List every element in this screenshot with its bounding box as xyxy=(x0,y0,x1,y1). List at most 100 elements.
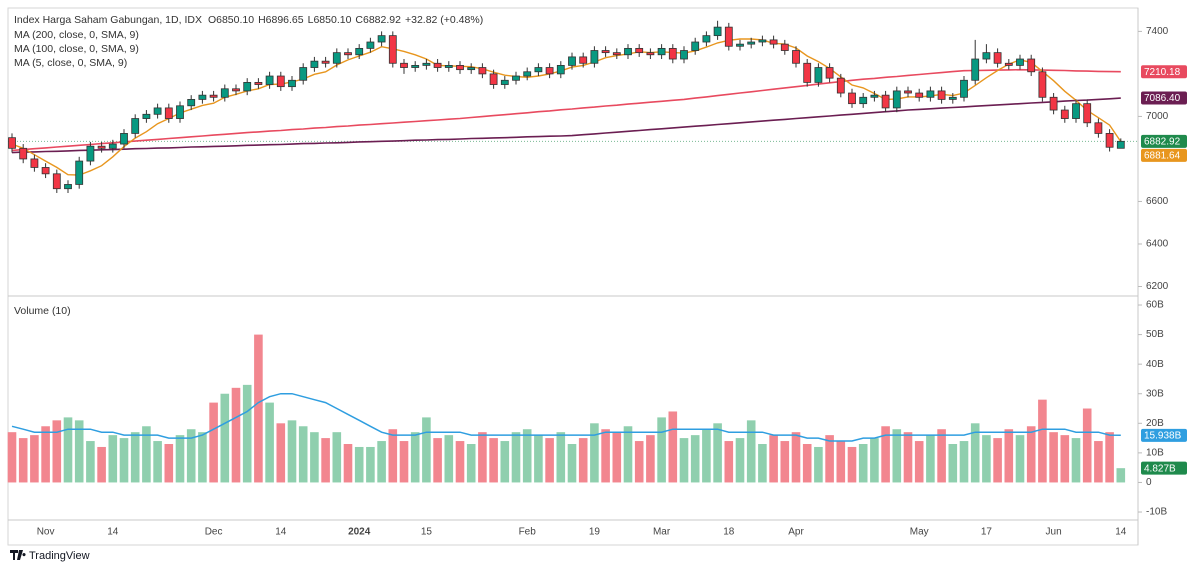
volume-bar xyxy=(119,438,129,483)
candle-body xyxy=(276,75,285,88)
candle-body xyxy=(400,62,408,68)
volume-bar xyxy=(914,441,924,483)
volume-bar xyxy=(578,438,588,483)
price-tag-bg xyxy=(1141,148,1187,162)
legend-entry[interactable]: MA (200, close, 0, SMA, 9) xyxy=(14,29,139,41)
volume-tag-label: 15.938B xyxy=(1144,430,1182,441)
volume-bar xyxy=(623,426,633,483)
volume-bar xyxy=(892,429,902,483)
volume-bar xyxy=(377,441,386,483)
candle-body xyxy=(635,47,644,54)
candle-body xyxy=(904,90,912,94)
candle-body xyxy=(836,77,845,94)
candle-body xyxy=(612,52,621,56)
x-tick-label: Dec xyxy=(205,527,223,538)
volume-bar xyxy=(534,435,543,483)
volume-bar xyxy=(478,432,487,483)
volume-bar xyxy=(858,444,868,483)
candle-body xyxy=(41,167,50,175)
x-tick-label: 14 xyxy=(107,527,119,538)
volume-tag-bg xyxy=(1141,461,1187,475)
volume-bar xyxy=(948,444,958,483)
candle-body xyxy=(209,94,218,98)
brand-logo[interactable]: TradingView xyxy=(10,550,90,562)
ma-line xyxy=(11,68,1121,152)
candle-body xyxy=(1072,103,1080,119)
candle-body xyxy=(355,47,364,56)
volume-bar xyxy=(780,441,790,483)
volume-bar xyxy=(881,426,890,483)
volume-bar xyxy=(444,435,454,483)
y-tick-label: 6400 xyxy=(1146,239,1169,250)
volume-bar xyxy=(545,438,554,483)
volume-bar xyxy=(74,420,84,483)
volume-bar xyxy=(186,429,196,483)
candle-body xyxy=(411,65,420,68)
volume-bar xyxy=(657,417,666,483)
volume-bar xyxy=(926,435,935,483)
volume-bar xyxy=(489,438,498,483)
legend-entry[interactable]: MA (100, close, 0, SMA, 9) xyxy=(14,43,139,55)
candle-body xyxy=(534,67,543,73)
candle-body xyxy=(915,92,924,98)
candle-body xyxy=(545,67,554,75)
x-tick-label: 18 xyxy=(723,527,735,538)
volume-bar xyxy=(220,393,230,483)
x-tick-label: Mar xyxy=(653,527,671,538)
x-tick-label: Feb xyxy=(519,527,537,538)
candle-body xyxy=(489,73,498,85)
price-tag: 6882.92 xyxy=(1141,134,1187,148)
y-tick-label: -10B xyxy=(1146,507,1167,518)
volume-bar xyxy=(41,426,50,483)
volume-bar xyxy=(287,420,297,483)
volume-bar xyxy=(500,441,510,483)
candle-body xyxy=(108,143,117,149)
candle-body xyxy=(344,52,352,56)
volume-bar xyxy=(724,441,734,483)
volume-bar xyxy=(590,423,599,483)
candle-body xyxy=(120,133,128,145)
volume-bar xyxy=(422,417,431,483)
candle-body xyxy=(478,67,487,75)
price-tag: 6881.64 xyxy=(1141,148,1187,162)
volume-bar xyxy=(276,423,286,483)
volume-bar xyxy=(937,429,946,483)
y-tick-label: 6600 xyxy=(1146,196,1169,207)
y-tick-label: 7000 xyxy=(1146,111,1169,122)
legend-entry[interactable]: MA (5, close, 0, SMA, 9) xyxy=(14,57,127,69)
volume-bar xyxy=(802,444,812,483)
volume-bar xyxy=(746,420,756,483)
candle-body xyxy=(780,43,789,51)
price-tag-label: 6881.64 xyxy=(1144,150,1181,161)
price-tag: 7210.18 xyxy=(1141,65,1187,79)
ohlc-low: L6850.10 xyxy=(308,14,352,26)
volume-bar xyxy=(522,429,532,483)
volume-legend[interactable]: Volume (10) xyxy=(14,305,71,317)
x-tick-label: 15 xyxy=(421,527,433,538)
candle-body xyxy=(859,96,868,105)
candle-body xyxy=(456,65,464,71)
candle-body xyxy=(848,92,856,105)
ohlc-high: H6896.65 xyxy=(258,14,304,26)
volume-bar xyxy=(18,438,28,483)
candle-body xyxy=(870,94,879,98)
volume-ma-line xyxy=(11,392,1121,442)
volume-bar xyxy=(1060,435,1070,483)
candle-body xyxy=(377,35,386,43)
candle-body xyxy=(310,60,319,68)
candle-body xyxy=(1004,62,1013,66)
volume-bar xyxy=(735,438,745,483)
volume-bar xyxy=(1049,432,1058,483)
candle-body xyxy=(142,113,151,119)
ma-line xyxy=(11,97,1121,154)
volume-bar xyxy=(399,441,409,483)
candle-body xyxy=(624,47,632,56)
price-tag-bg xyxy=(1141,65,1187,79)
volume-bar xyxy=(567,444,577,483)
volume-bar xyxy=(982,435,991,483)
candle-body xyxy=(926,90,935,98)
volume-bar xyxy=(175,435,185,483)
volume-bar xyxy=(366,446,375,483)
candle-body xyxy=(288,79,296,88)
